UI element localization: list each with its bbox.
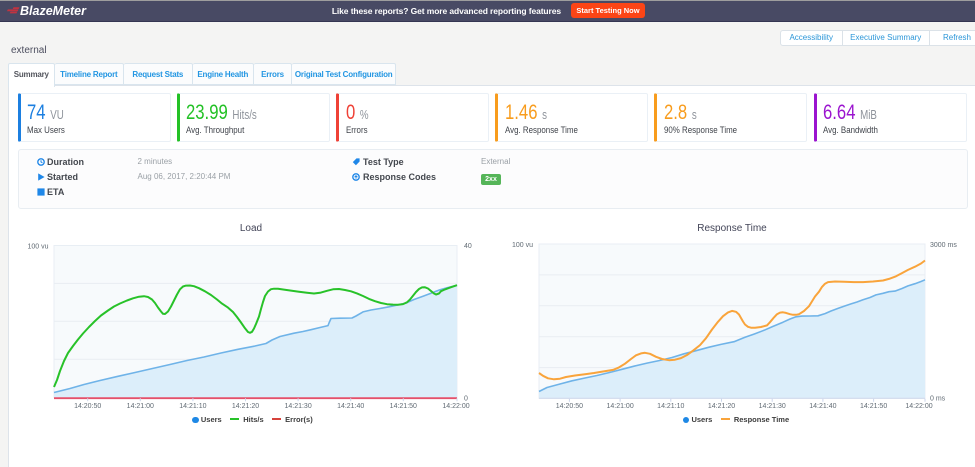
svg-text:40: 40	[464, 243, 472, 250]
svg-text:14:21:40: 14:21:40	[809, 403, 836, 410]
svg-text:14:21:40: 14:21:40	[337, 403, 364, 410]
svg-text:14:21:50: 14:21:50	[390, 403, 417, 410]
svg-text:14:21:30: 14:21:30	[284, 403, 311, 410]
svg-text:14:22:00: 14:22:00	[905, 403, 932, 410]
svg-text:14:21:10: 14:21:10	[179, 403, 206, 410]
svg-text:14:21:50: 14:21:50	[860, 403, 887, 410]
svg-text:100 vu: 100 vu	[27, 244, 48, 251]
svg-text:14:20:50: 14:20:50	[74, 403, 101, 410]
svg-text:14:20:50: 14:20:50	[556, 403, 583, 410]
svg-text:14:21:10: 14:21:10	[657, 403, 684, 410]
svg-text:0 ms: 0 ms	[930, 396, 946, 403]
svg-text:14:21:20: 14:21:20	[708, 403, 735, 410]
svg-text:100 vu: 100 vu	[512, 242, 533, 249]
svg-text:14:21:30: 14:21:30	[759, 403, 786, 410]
svg-text:14:21:00: 14:21:00	[127, 403, 154, 410]
svg-text:14:21:00: 14:21:00	[606, 403, 633, 410]
svg-text:3000 ms: 3000 ms	[930, 242, 957, 249]
svg-text:14:21:20: 14:21:20	[232, 403, 259, 410]
svg-text:0: 0	[464, 396, 468, 403]
svg-text:14:22:00: 14:22:00	[442, 403, 469, 410]
